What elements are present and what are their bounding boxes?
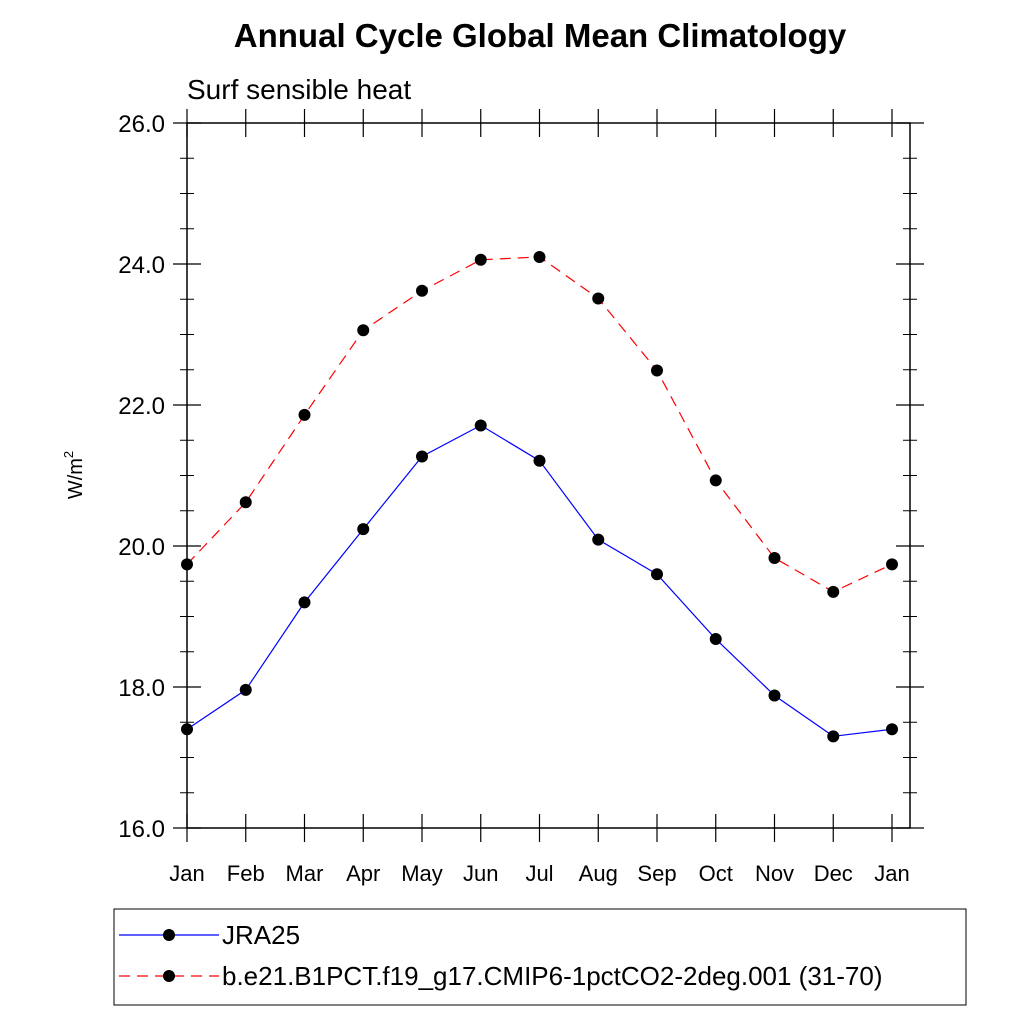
series-0-point: [239, 683, 252, 696]
x-tick-label: Jul: [525, 861, 553, 886]
series-0-point: [768, 689, 781, 702]
x-tick-label: Apr: [346, 861, 380, 886]
series-1-point: [416, 284, 428, 297]
x-tick-label: Nov: [755, 861, 794, 886]
series-0-point: [298, 596, 311, 609]
legend-label-1: b.e21.B1PCT.f19_g17.CMIP6-1pctCO2-2deg.0…: [222, 961, 883, 991]
legend-label-0: JRA25: [222, 920, 300, 950]
series-0-point: [357, 523, 370, 536]
x-tick-label: Feb: [227, 861, 265, 886]
series-0-point: [827, 730, 840, 743]
series-0-point: [474, 419, 487, 432]
series-1-point: [239, 496, 252, 509]
series-1-point: [592, 292, 605, 305]
x-tick-label: Oct: [699, 861, 733, 886]
legend-entries: JRA25 b.e21.B1PCT.f19_g17.CMIP6-1pctCO2-2…: [119, 920, 883, 991]
series-0-point: [709, 633, 722, 646]
series-0-point: [886, 723, 898, 736]
y-tick-label: 18.0: [118, 675, 165, 702]
series-0-point: [592, 533, 605, 546]
series-1-point: [768, 551, 781, 564]
x-tick-label: Jun: [463, 861, 498, 886]
plot-frame: [186, 122, 911, 829]
series-0-point: [651, 568, 663, 581]
y-axis-label-text: W/m: [65, 458, 87, 499]
series-0-point: [416, 450, 428, 463]
series-0-point: [181, 723, 193, 736]
y-axis: 16.0 18.0 20.0 22.0 24.0 26.0: [118, 111, 924, 843]
series-0-point: [533, 454, 546, 467]
series-1-point: [651, 364, 663, 377]
x-tick-label: Sep: [637, 861, 676, 886]
series-1-point: [474, 253, 487, 266]
y-tick-label: 20.0: [118, 534, 165, 561]
legend-box: [113, 908, 967, 1006]
series-1-point: [886, 558, 898, 571]
y-tick-label: 22.0: [118, 393, 165, 420]
legend: JRA25 b.e21.B1PCT.f19_g17.CMIP6-1pctCO2-2…: [113, 908, 967, 1006]
series-1-point: [827, 585, 840, 598]
series-line-1: [186, 256, 893, 593]
series-1-point: [181, 558, 193, 571]
x-tick-label: Jan: [874, 861, 909, 886]
y-tick-label: 16.0: [118, 816, 165, 843]
series-1-point: [533, 250, 546, 263]
legend-marker-1: [163, 970, 175, 982]
y-tick-label: 26.0: [118, 111, 165, 138]
legend-marker-0: [163, 929, 175, 941]
x-tick-label: May: [401, 861, 443, 886]
series-1-point: [357, 324, 370, 337]
y-axis-label: W/m2: [61, 451, 87, 499]
y-axis-label-exponent: 2: [61, 451, 76, 458]
x-tick-label: Mar: [286, 861, 324, 886]
series-1-point: [709, 474, 722, 487]
x-tick-label: Aug: [579, 861, 618, 886]
series-layer: [181, 250, 898, 743]
chart-subtitle: Surf sensible heat: [187, 74, 411, 105]
x-axis: Jan Feb Mar Apr May Jun Jul Aug Sep Oct Nov Dec Jan: [169, 109, 910, 886]
x-tick-label: Jan: [169, 861, 204, 886]
series-line-0: [186, 424, 893, 737]
chart-title: Annual Cycle Global Mean Climatology: [234, 17, 847, 54]
x-tick-label: Dec: [814, 861, 853, 886]
series-1-point: [298, 408, 311, 421]
y-tick-label: 24.0: [118, 252, 165, 279]
